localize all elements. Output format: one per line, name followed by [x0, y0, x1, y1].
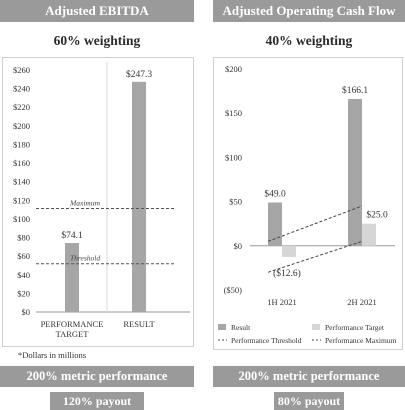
ocf-metric-performance-band: 200% metric performance [213, 366, 405, 387]
ebitda-chart-frame [2, 57, 194, 347]
ebitda-bar [65, 243, 79, 312]
ebitda-reference-label: Threshold [70, 254, 100, 263]
ebitda-y-tick-label: $260 [13, 65, 30, 75]
ocf-bar [268, 202, 282, 246]
ebitda-y-tick-label: $200 [13, 121, 30, 131]
ebitda-payout-band: 120% payout [50, 392, 144, 410]
ebitda-bar-value-label: $247.3 [126, 69, 152, 80]
ebitda-y-tick-label: $240 [13, 84, 30, 94]
ebitda-weighting: 60% weighting [53, 33, 141, 48]
ocf-bar [362, 223, 376, 246]
ocf-legend-label: Performance Threshold [231, 336, 302, 345]
ebitda-y-tick-label: $140 [13, 177, 30, 187]
ebitda-y-tick-label: $20 [17, 288, 30, 298]
ebitda-y-tick-label: $60 [17, 251, 30, 261]
ebitda-y-tick-label: $100 [13, 214, 30, 224]
ebitda-y-tick-label: $40 [17, 270, 30, 280]
ocf-legend-label: Performance Target [325, 323, 385, 332]
ocf-bar [282, 245, 296, 257]
ebitda-title-band: Adjusted EBITDA [0, 0, 194, 22]
ebitda-title: Adjusted EBITDA [45, 3, 149, 18]
ocf-legend-label: Result [231, 323, 251, 332]
ocf-bar [348, 98, 362, 246]
ocf-y-tick-label: $0 [234, 241, 243, 251]
ebitda-payout: 120% payout [62, 394, 132, 408]
dollars-footnote: *Dollars in millions [18, 350, 86, 360]
ocf-legend-swatch [312, 324, 320, 330]
ebitda-bar [132, 81, 146, 312]
ocf-y-tick-label: $150 [225, 108, 242, 118]
ocf-payout-band: 80% payout [274, 392, 344, 410]
ebitda-y-tick-label: $80 [17, 233, 30, 243]
ebitda-metric-performance: 200% metric performance [26, 369, 168, 383]
ocf-legend-swatch [218, 324, 226, 330]
ebitda-y-tick-label: $120 [13, 195, 30, 205]
ocf-bar-value-label: $25.0 [366, 210, 388, 221]
ebitda-y-tick-label: $220 [13, 102, 30, 112]
ebitda-reference-label: Maximum [69, 198, 101, 207]
ocf-bar-value-label: $49.0 [264, 188, 286, 199]
ocf-legend-label: Performance Maximum [325, 336, 397, 345]
ocf-y-tick-label: ($50) [224, 285, 243, 295]
ocf-weighting: 40% weighting [265, 33, 353, 48]
ocf-category-label: 2H 2021 [347, 297, 377, 307]
ocf-bar-value-label: ($12.6) [273, 268, 301, 279]
ebitda-y-tick-label: $180 [13, 139, 30, 149]
ebitda-metric-performance-band: 200% metric performance [0, 366, 194, 387]
ocf-title-band: Adjusted Operating Cash Flow [213, 0, 405, 22]
ocf-bar-value-label: $166.1 [342, 85, 368, 96]
ebitda-y-tick-label: $0 [22, 307, 31, 317]
ocf-y-tick-label: $100 [225, 152, 242, 162]
ocf-y-tick-label: $50 [229, 197, 242, 207]
ocf-category-label: 1H 2021 [267, 297, 297, 307]
ocf-chart-frame [213, 57, 403, 350]
ocf-trend-line [267, 240, 363, 273]
ocf-metric-performance: 200% metric performance [238, 369, 380, 383]
ebitda-category-label: TARGET [56, 329, 90, 339]
ebitda-category-label: RESULT [123, 319, 155, 329]
ebitda-bar-value-label: $74.1 [61, 230, 83, 241]
ocf-payout: 80% payout [277, 394, 341, 408]
ocf-trend-line [267, 205, 363, 242]
ebitda-category-label: PERFORMANCE [41, 319, 104, 329]
ebitda-y-tick-label: $160 [13, 158, 30, 168]
ocf-title: Adjusted Operating Cash Flow [222, 3, 396, 18]
ocf-y-tick-label: $200 [225, 64, 242, 74]
